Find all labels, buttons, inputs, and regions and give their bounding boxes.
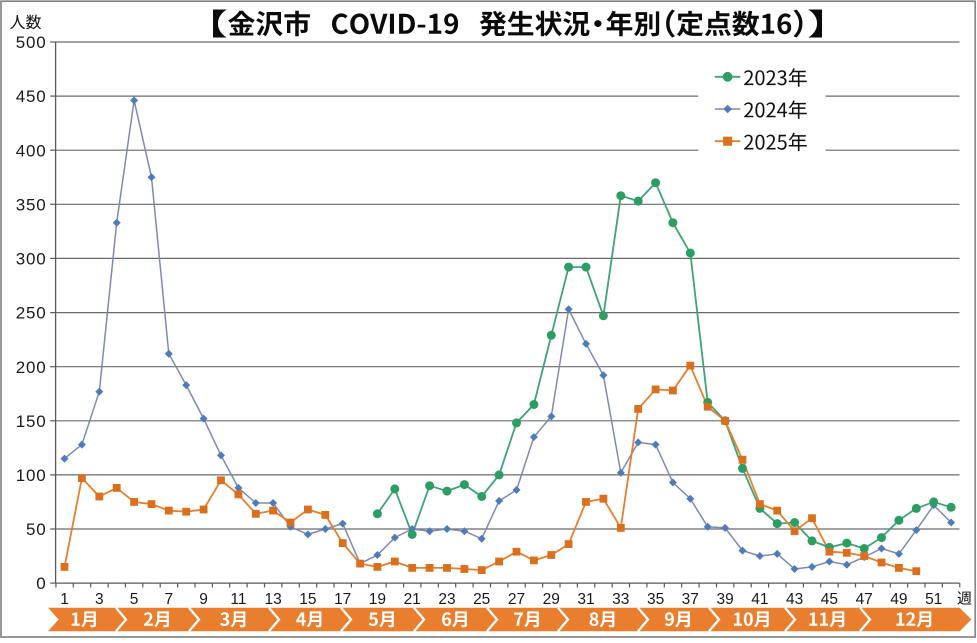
svg-text:1: 1 bbox=[60, 591, 69, 608]
svg-text:150: 150 bbox=[16, 412, 47, 431]
svg-text:450: 450 bbox=[16, 87, 47, 106]
svg-text:9: 9 bbox=[199, 591, 208, 608]
svg-text:100: 100 bbox=[16, 466, 47, 485]
svg-text:33: 33 bbox=[612, 591, 629, 608]
svg-text:5: 5 bbox=[130, 591, 139, 608]
svg-text:49: 49 bbox=[890, 591, 907, 608]
svg-text:11: 11 bbox=[230, 591, 246, 608]
svg-text:13: 13 bbox=[264, 591, 281, 608]
svg-text:200: 200 bbox=[16, 358, 47, 377]
svg-text:51: 51 bbox=[925, 591, 942, 608]
svg-text:35: 35 bbox=[647, 591, 664, 608]
svg-text:41: 41 bbox=[751, 591, 768, 608]
svg-text:0: 0 bbox=[36, 574, 46, 593]
svg-text:45: 45 bbox=[821, 591, 838, 608]
svg-text:37: 37 bbox=[682, 591, 699, 608]
svg-text:47: 47 bbox=[856, 591, 873, 608]
svg-text:350: 350 bbox=[16, 195, 47, 214]
svg-text:43: 43 bbox=[786, 591, 803, 608]
svg-text:17: 17 bbox=[334, 591, 351, 608]
svg-text:39: 39 bbox=[716, 591, 733, 608]
svg-text:250: 250 bbox=[16, 304, 47, 323]
svg-text:3: 3 bbox=[95, 591, 104, 608]
svg-text:400: 400 bbox=[16, 141, 47, 160]
svg-text:50: 50 bbox=[26, 520, 47, 539]
svg-text:500: 500 bbox=[16, 33, 47, 52]
svg-text:7: 7 bbox=[164, 591, 173, 608]
svg-text:31: 31 bbox=[577, 591, 594, 608]
svg-text:27: 27 bbox=[508, 591, 525, 608]
svg-text:19: 19 bbox=[369, 591, 386, 608]
svg-text:25: 25 bbox=[473, 591, 490, 608]
svg-text:15: 15 bbox=[299, 591, 316, 608]
svg-text:29: 29 bbox=[543, 591, 560, 608]
svg-text:21: 21 bbox=[404, 591, 421, 608]
svg-text:300: 300 bbox=[16, 250, 47, 269]
svg-text:23: 23 bbox=[438, 591, 455, 608]
